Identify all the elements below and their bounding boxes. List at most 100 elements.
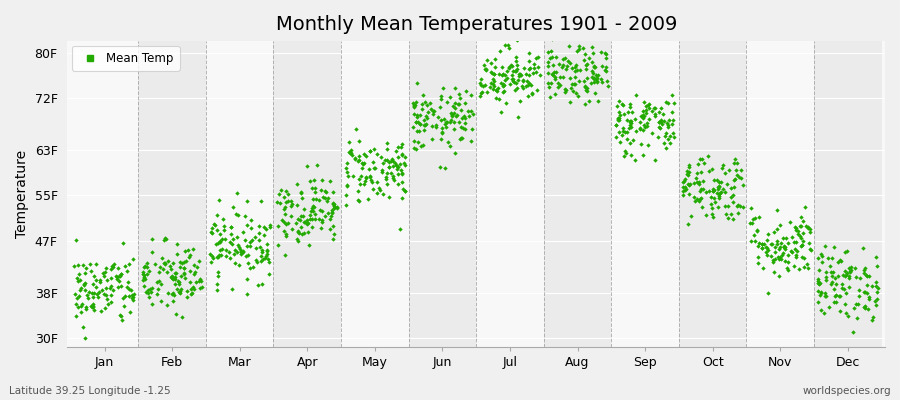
Point — [599, 54, 614, 61]
Point — [544, 80, 559, 87]
Point — [437, 164, 452, 171]
Point — [140, 264, 154, 270]
Point — [86, 303, 100, 309]
Point — [533, 72, 547, 78]
Point — [599, 78, 614, 84]
Point — [312, 216, 327, 222]
Point — [555, 56, 570, 62]
Point — [98, 269, 112, 275]
Point — [238, 237, 252, 244]
Point — [487, 83, 501, 90]
Point — [824, 268, 839, 275]
Point — [398, 162, 412, 168]
Point — [680, 181, 695, 187]
Point — [453, 136, 467, 143]
Point — [86, 307, 101, 314]
Point — [325, 222, 339, 229]
Point — [393, 167, 408, 173]
Point — [486, 86, 500, 92]
Point — [611, 109, 625, 116]
Point — [524, 82, 538, 88]
Point — [789, 248, 804, 254]
Point — [583, 80, 598, 86]
Point — [647, 157, 662, 163]
Point — [89, 276, 104, 283]
Point — [500, 42, 515, 48]
Point — [452, 119, 466, 125]
Point — [589, 76, 603, 82]
Point — [276, 194, 291, 200]
Point — [210, 212, 224, 218]
Point — [508, 68, 523, 74]
Point — [393, 161, 408, 167]
Point — [787, 238, 801, 245]
Point — [100, 277, 114, 283]
Point — [506, 76, 520, 82]
Point — [647, 113, 662, 120]
Point — [639, 103, 653, 110]
Point — [70, 262, 85, 268]
Point — [624, 124, 638, 130]
Point — [351, 176, 365, 182]
Point — [488, 64, 502, 70]
Point — [351, 138, 365, 144]
Bar — [476, 41, 544, 347]
Point — [496, 71, 510, 77]
Point — [251, 282, 266, 288]
Point — [397, 188, 411, 194]
Point — [410, 146, 424, 152]
Point — [479, 67, 493, 74]
Point — [553, 82, 567, 88]
Point — [526, 70, 541, 76]
Point — [186, 286, 201, 292]
Point — [86, 300, 100, 307]
Point — [796, 254, 810, 261]
Point — [139, 289, 153, 296]
Point — [375, 160, 390, 166]
Point — [544, 71, 559, 77]
Point — [89, 261, 104, 267]
Point — [291, 216, 305, 222]
Point — [795, 242, 809, 248]
Point — [579, 66, 593, 73]
Point — [612, 115, 626, 121]
Point — [587, 79, 601, 85]
Point — [261, 256, 275, 262]
Point — [784, 248, 798, 254]
Point — [522, 72, 536, 78]
Point — [529, 69, 544, 75]
Point — [352, 198, 366, 204]
Point — [244, 217, 258, 224]
Point — [245, 236, 259, 243]
Point — [609, 122, 624, 128]
Point — [796, 255, 811, 261]
Point — [219, 253, 233, 259]
Point — [704, 201, 718, 207]
Point — [81, 295, 95, 301]
Point — [436, 85, 451, 91]
Point — [181, 247, 195, 254]
Point — [644, 130, 659, 136]
Point — [842, 268, 857, 274]
Point — [857, 289, 871, 295]
Point — [612, 129, 626, 136]
Point — [68, 263, 82, 269]
Point — [826, 268, 841, 275]
Point — [410, 114, 424, 120]
Point — [356, 161, 370, 167]
Point — [635, 127, 650, 134]
Point — [326, 201, 340, 207]
Point — [743, 220, 758, 226]
Point — [708, 199, 723, 205]
Point — [796, 217, 810, 224]
Point — [405, 124, 419, 130]
Point — [328, 203, 343, 210]
Point — [637, 122, 652, 128]
Point — [73, 287, 87, 293]
Point — [94, 287, 109, 293]
Point — [655, 110, 670, 117]
Point — [544, 36, 559, 42]
Point — [164, 273, 178, 280]
Point — [127, 290, 141, 297]
Point — [504, 62, 518, 69]
